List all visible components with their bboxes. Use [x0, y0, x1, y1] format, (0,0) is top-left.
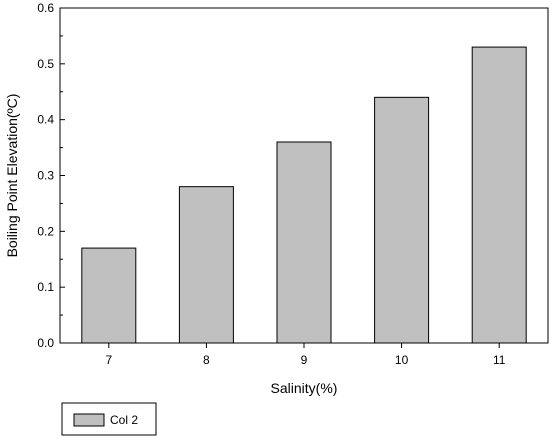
y-tick-label: 0.6 [37, 1, 54, 15]
legend-swatch [73, 413, 105, 427]
bar-10 [374, 96, 430, 344]
bar-8 [178, 186, 234, 344]
x-axis-title: Salinity(%) [271, 380, 338, 396]
y-tick-label: 0.4 [37, 113, 54, 127]
x-axis: 7 8 9 10 11 [105, 343, 506, 367]
y-tick-label: 0.3 [37, 169, 54, 183]
legend: Col 2 [61, 402, 157, 436]
x-tick-label: 10 [395, 353, 409, 367]
y-tick-label: 0.1 [37, 280, 54, 294]
y-axis-title: Boiling Point Elevation(ºC) [4, 94, 20, 258]
y-tick-label: 0.5 [37, 57, 54, 71]
y-axis: 0.0 0.1 0.2 0.3 0.4 0.5 0.6 [37, 1, 65, 350]
bars-group [81, 46, 527, 344]
x-tick-label: 7 [105, 353, 112, 367]
x-tick-label: 8 [203, 353, 210, 367]
y-tick-label: 0.2 [37, 224, 54, 238]
legend-label: Col 2 [110, 413, 138, 427]
x-tick-label: 11 [493, 353, 506, 367]
bar-9 [276, 141, 332, 344]
bar-11 [471, 46, 527, 344]
y-tick-label: 0.0 [37, 336, 54, 350]
x-tick-label: 9 [301, 353, 308, 367]
bar-7 [81, 247, 137, 344]
